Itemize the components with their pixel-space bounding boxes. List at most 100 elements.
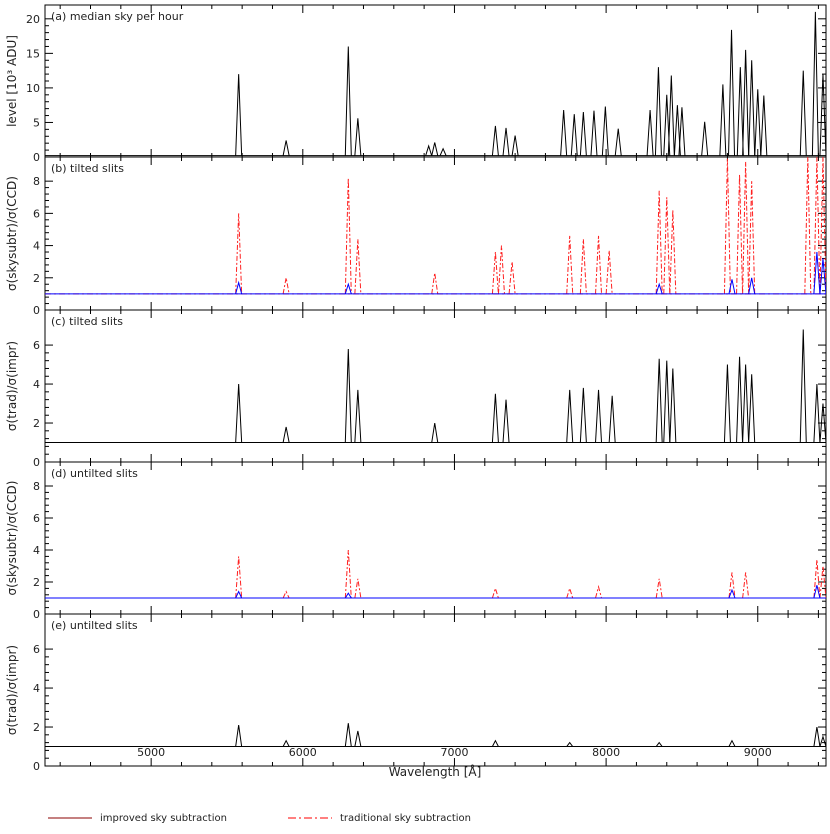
spectral-line-peak <box>566 235 574 294</box>
spectral-line-peak <box>502 127 510 156</box>
y-tick-label: 6 <box>33 643 40 656</box>
spectral-line-peak <box>354 730 362 747</box>
spectral-line-peak <box>590 110 598 156</box>
spectral-line-peak <box>431 142 439 156</box>
series-1 <box>45 251 826 295</box>
spectral-line-peak <box>819 258 826 294</box>
spectral-line-peak <box>799 70 807 156</box>
spectral-line-peak <box>491 739 499 747</box>
panel-frame <box>44 461 827 615</box>
spectral-line-peak <box>748 374 756 443</box>
y-tick-label: 0 <box>33 151 40 164</box>
spectral-line-peak <box>491 125 499 156</box>
x-axis-title: Wavelength [Å] <box>389 764 482 779</box>
spectral-line-peak <box>235 74 243 156</box>
spectral-line-peak <box>605 250 613 294</box>
y-tick-label: 5 <box>33 116 40 129</box>
panel-label: (e) untilted slits <box>51 619 138 632</box>
y-tick-label: 4 <box>33 378 40 391</box>
spectral-line-peak <box>654 67 662 156</box>
spectral-line-peak <box>439 147 447 156</box>
spectral-line-peak <box>235 556 243 599</box>
spectral-line-peak <box>754 89 762 156</box>
spectral-line-peak <box>701 121 709 156</box>
spectral-line-peak <box>344 549 352 599</box>
panel-label: (c) tilted slits <box>51 315 123 328</box>
panel-0: 0 5 10 15 20 (a) median sky per hour level [10… <box>5 4 827 164</box>
panel-frame <box>44 156 827 311</box>
x-tick-label: 5000 <box>137 746 165 759</box>
spectral-line-peak <box>282 739 290 747</box>
y-tick-label: 10 <box>26 82 40 95</box>
spectral-line-peak <box>719 84 727 156</box>
panel-label: (a) median sky per hour <box>51 10 184 23</box>
spectral-line-peak <box>431 272 439 294</box>
panel-frame <box>44 613 827 767</box>
y-axis-title: level [10³ ADU] <box>5 35 19 127</box>
spectral-line-peak <box>736 356 744 443</box>
spectral-line-peak <box>570 114 578 156</box>
spectral-line-peak <box>608 395 616 443</box>
y-tick-label: 6 <box>33 339 40 352</box>
spectral-line-peak <box>655 741 663 747</box>
spectral-line-peak <box>813 585 821 599</box>
spectral-line-peak <box>655 578 663 599</box>
spectral-line-peak <box>723 158 731 294</box>
panel-1: 0 2 4 6 8 (b) tilted slits σ(skysubtr)/σ(CCD) <box>5 156 827 317</box>
y-tick-label: 20 <box>26 13 40 26</box>
y-tick-label: 0 <box>33 304 40 317</box>
spectral-line-peak <box>819 735 826 747</box>
spectral-line-peak <box>595 584 603 599</box>
y-axis-title: σ(skysubtr)/σ(CCD) <box>5 481 19 596</box>
y-tick-label: 4 <box>33 240 40 253</box>
spectral-line-peak <box>508 261 516 294</box>
y-tick-label: 2 <box>33 417 40 430</box>
panel-label: (b) tilted slits <box>51 162 124 175</box>
spectral-line-peak <box>601 106 609 156</box>
spectral-line-peak <box>748 181 756 294</box>
legend-label-traditional: traditional sky subtraction <box>340 813 471 824</box>
x-axis: 5000 6000 7000 8000 9000 <box>137 746 772 759</box>
spectral-line-peak <box>663 360 671 443</box>
spectral-line-peak <box>813 559 821 599</box>
series-0 <box>45 157 826 295</box>
spectral-line-peak <box>673 105 681 156</box>
panel-frame <box>44 4 827 158</box>
spectral-line-peak <box>742 572 750 599</box>
x-tick-label: 8000 <box>592 746 620 759</box>
y-tick-label: 4 <box>33 544 40 557</box>
spectral-line-peak <box>235 213 243 294</box>
spectral-line-peak <box>736 67 744 156</box>
spectral-line-peak <box>678 107 686 156</box>
spectral-line-peak <box>511 135 519 156</box>
spectral-line-peak <box>491 251 499 294</box>
spectral-line-peak <box>579 112 587 156</box>
y-tick-label: 15 <box>26 47 40 60</box>
spectral-line-peak <box>669 368 677 443</box>
spectral-line-peak <box>723 364 731 443</box>
spectral-line-peak <box>595 389 603 443</box>
y-tick-label: 2 <box>33 272 40 285</box>
y-tick-label: 0 <box>33 760 40 773</box>
spectral-line-peak <box>819 74 826 156</box>
spectral-line-peak <box>354 578 362 599</box>
spectral-line-peak <box>491 586 499 599</box>
spectral-line-peak <box>566 586 574 599</box>
spectral-line-peak <box>282 426 290 443</box>
spectral-line-peak <box>560 109 568 156</box>
spectral-line-peak <box>728 588 736 599</box>
spectral-line-peak <box>344 348 352 443</box>
spectral-line-peak <box>742 49 750 156</box>
y-axis-title: σ(skysubtr)/σ(CCD) <box>5 176 19 291</box>
panel-label: (d) untilted slits <box>51 467 138 480</box>
spectral-line-peak <box>760 95 768 156</box>
spectral-line-peak <box>728 572 736 599</box>
spectral-line-peak <box>728 739 736 747</box>
y-tick-label: 4 <box>33 682 40 695</box>
y-tick-label: 8 <box>33 175 40 188</box>
spectral-line-peak <box>566 389 574 443</box>
spectral-line-peak <box>431 422 439 443</box>
spectral-line-peak <box>655 358 663 443</box>
